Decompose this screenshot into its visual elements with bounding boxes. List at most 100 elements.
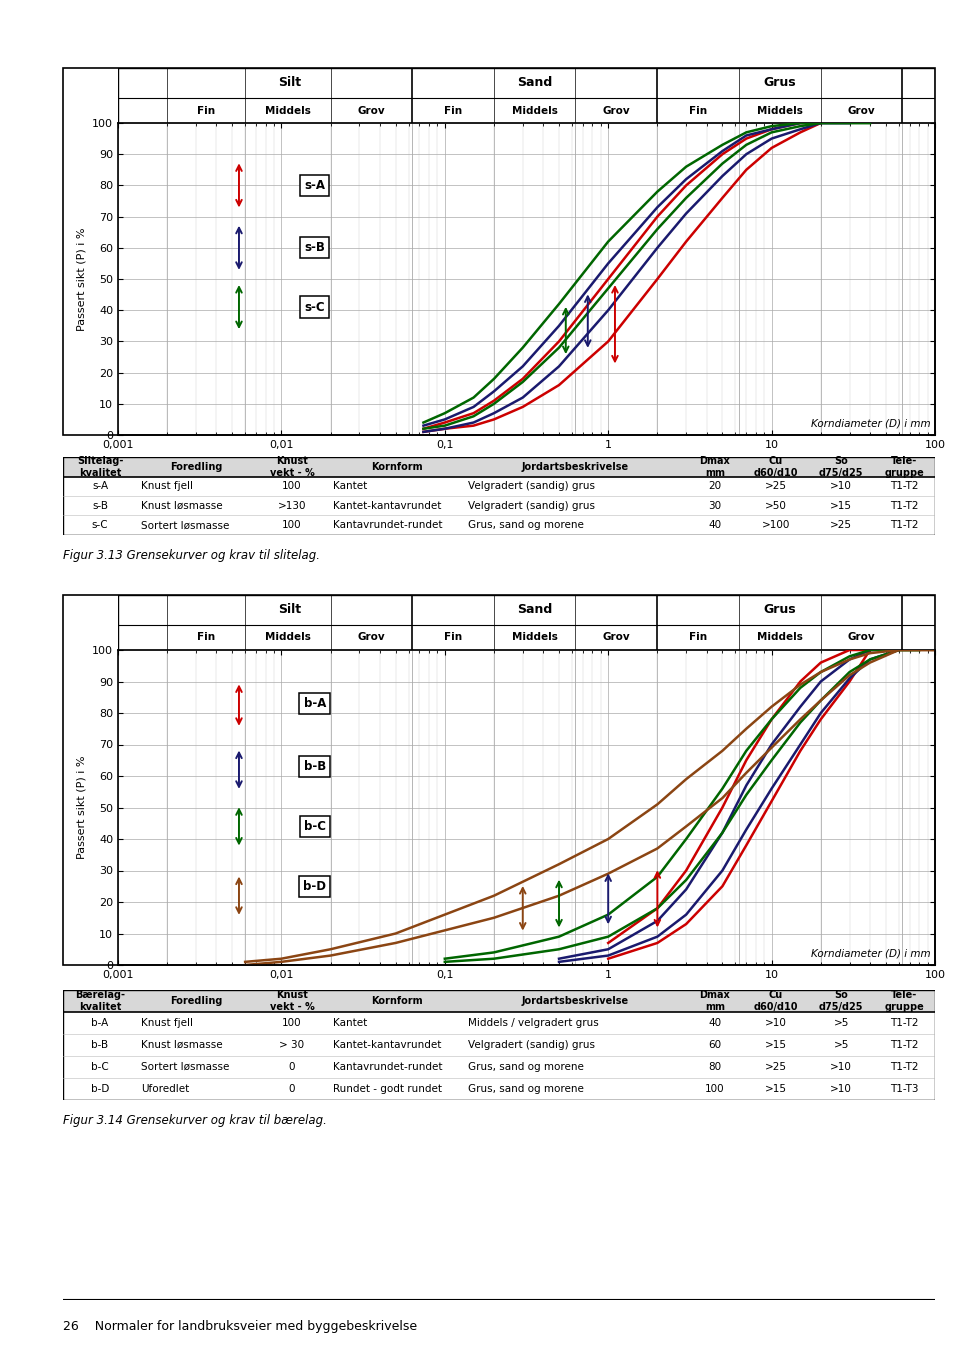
Text: Fin: Fin [197, 106, 215, 116]
Text: Grus, sand og morene: Grus, sand og morene [468, 520, 585, 530]
Text: T1-T3: T1-T3 [890, 1084, 919, 1094]
Text: Middels: Middels [265, 106, 311, 116]
Text: >5: >5 [833, 1040, 849, 1051]
Text: 100: 100 [282, 520, 301, 530]
Text: Cu
d60/d10: Cu d60/d10 [754, 991, 798, 1012]
Text: > 30: > 30 [279, 1040, 304, 1051]
Text: b-C: b-C [91, 1061, 108, 1072]
Bar [63, 989, 935, 1012]
Text: Knust løsmasse: Knust løsmasse [141, 1040, 223, 1051]
Text: Knust fjell: Knust fjell [141, 1018, 194, 1027]
Bar [63, 457, 935, 477]
Text: Grus, sand og morene: Grus, sand og morene [468, 1084, 585, 1094]
Text: Silt: Silt [278, 76, 301, 90]
Text: T1-T2: T1-T2 [890, 520, 919, 530]
Text: Slitelag-
kvalitet: Slitelag- kvalitet [77, 457, 123, 477]
Text: >15: >15 [765, 1040, 787, 1051]
Text: Fin: Fin [444, 106, 462, 116]
Text: So
d75/d25: So d75/d25 [819, 457, 863, 477]
Text: Grov: Grov [603, 106, 630, 116]
Text: >25: >25 [765, 1061, 787, 1072]
Text: s-A: s-A [304, 179, 325, 192]
Text: s-B: s-B [92, 500, 108, 511]
Text: 20: 20 [708, 481, 721, 491]
Text: Fin: Fin [444, 632, 462, 643]
Y-axis label: Passert sikt (P) i %: Passert sikt (P) i % [77, 756, 86, 859]
Text: Korndiameter (D) i mm: Korndiameter (D) i mm [811, 949, 931, 958]
Text: s-C: s-C [92, 520, 108, 530]
Text: 80: 80 [708, 1061, 721, 1072]
Text: b-B: b-B [91, 1040, 108, 1051]
Text: s-B: s-B [304, 242, 325, 254]
Text: Fin: Fin [689, 106, 708, 116]
Text: Kantavrundet-rundet: Kantavrundet-rundet [333, 1061, 443, 1072]
Text: Knust
vekt - %: Knust vekt - % [270, 991, 314, 1012]
Text: >130: >130 [277, 500, 306, 511]
Text: >15: >15 [830, 500, 852, 511]
Text: Knust løsmasse: Knust løsmasse [141, 500, 223, 511]
Text: Foredling: Foredling [170, 462, 222, 472]
Text: 40: 40 [708, 520, 721, 530]
Text: Middels / velgradert grus: Middels / velgradert grus [468, 1018, 599, 1027]
Text: Rundet - godt rundet: Rundet - godt rundet [333, 1084, 443, 1094]
Text: Grov: Grov [357, 632, 385, 643]
Text: Korndiameter (D) i mm: Korndiameter (D) i mm [811, 419, 931, 428]
Text: Sand: Sand [517, 603, 552, 617]
Text: Kantet: Kantet [333, 1018, 368, 1027]
Text: Sand: Sand [517, 76, 552, 90]
Text: T1-T2: T1-T2 [890, 481, 919, 491]
Text: 0: 0 [289, 1061, 295, 1072]
Text: b-D: b-D [303, 879, 326, 893]
Text: Velgradert (sandig) grus: Velgradert (sandig) grus [468, 1040, 595, 1051]
Text: Foredling: Foredling [170, 996, 222, 1006]
Text: Jordartsbeskrivelse: Jordartsbeskrivelse [521, 462, 629, 472]
Text: Tele-
gruppe: Tele- gruppe [884, 991, 924, 1012]
Text: Silt: Silt [278, 603, 301, 617]
Text: b-D: b-D [91, 1084, 109, 1094]
Text: b-A: b-A [91, 1018, 108, 1027]
Text: >5: >5 [833, 1018, 849, 1027]
Text: Sortert løsmasse: Sortert løsmasse [141, 520, 229, 530]
Text: Kantet-kantavrundet: Kantet-kantavrundet [333, 500, 442, 511]
Text: T1-T2: T1-T2 [890, 500, 919, 511]
Text: T1-T2: T1-T2 [890, 1040, 919, 1051]
Text: Tele-
gruppe: Tele- gruppe [884, 457, 924, 477]
Text: b-C: b-C [303, 819, 325, 833]
Text: s-C: s-C [304, 300, 325, 314]
Text: >25: >25 [765, 481, 787, 491]
Text: >10: >10 [765, 1018, 787, 1027]
Text: 60: 60 [708, 1040, 721, 1051]
Text: >50: >50 [765, 500, 787, 511]
Text: Knust fjell: Knust fjell [141, 481, 194, 491]
Text: Grov: Grov [357, 106, 385, 116]
Text: T1-T2: T1-T2 [890, 1018, 919, 1027]
Text: >25: >25 [830, 520, 852, 530]
Text: Kantet: Kantet [333, 481, 368, 491]
Text: Grus: Grus [763, 603, 796, 617]
Text: 40: 40 [708, 1018, 721, 1027]
Text: >10: >10 [830, 1084, 852, 1094]
Text: Grov: Grov [848, 106, 876, 116]
Text: Middels: Middels [756, 632, 803, 643]
Text: b-A: b-A [303, 697, 326, 709]
Text: 100: 100 [282, 1018, 301, 1027]
Text: 100: 100 [282, 481, 301, 491]
Text: >15: >15 [765, 1084, 787, 1094]
Text: Cu
d60/d10: Cu d60/d10 [754, 457, 798, 477]
Text: Kantavrundet-rundet: Kantavrundet-rundet [333, 520, 443, 530]
Text: >10: >10 [830, 1061, 852, 1072]
Text: T1-T2: T1-T2 [890, 1061, 919, 1072]
Text: Fin: Fin [197, 632, 215, 643]
Text: Middels: Middels [512, 632, 558, 643]
Text: 0: 0 [289, 1084, 295, 1094]
Text: 26    Normaler for landbruksveier med byggebeskrivelse: 26 Normaler for landbruksveier med bygge… [63, 1320, 418, 1333]
Text: Figur 3.13 Grensekurver og krav til slitelag.: Figur 3.13 Grensekurver og krav til slit… [63, 549, 320, 563]
Text: Kantet-kantavrundet: Kantet-kantavrundet [333, 1040, 442, 1051]
Text: Grus: Grus [763, 76, 796, 90]
Text: Figur 3.14 Grensekurver og krav til bærelag.: Figur 3.14 Grensekurver og krav til bære… [63, 1114, 326, 1128]
Text: 100: 100 [705, 1084, 725, 1094]
Text: s-A: s-A [92, 481, 108, 491]
Text: Uforedlet: Uforedlet [141, 1084, 190, 1094]
Text: Bærelag-
kvalitet: Bærelag- kvalitet [75, 991, 125, 1012]
Text: Velgradert (sandig) grus: Velgradert (sandig) grus [468, 481, 595, 491]
